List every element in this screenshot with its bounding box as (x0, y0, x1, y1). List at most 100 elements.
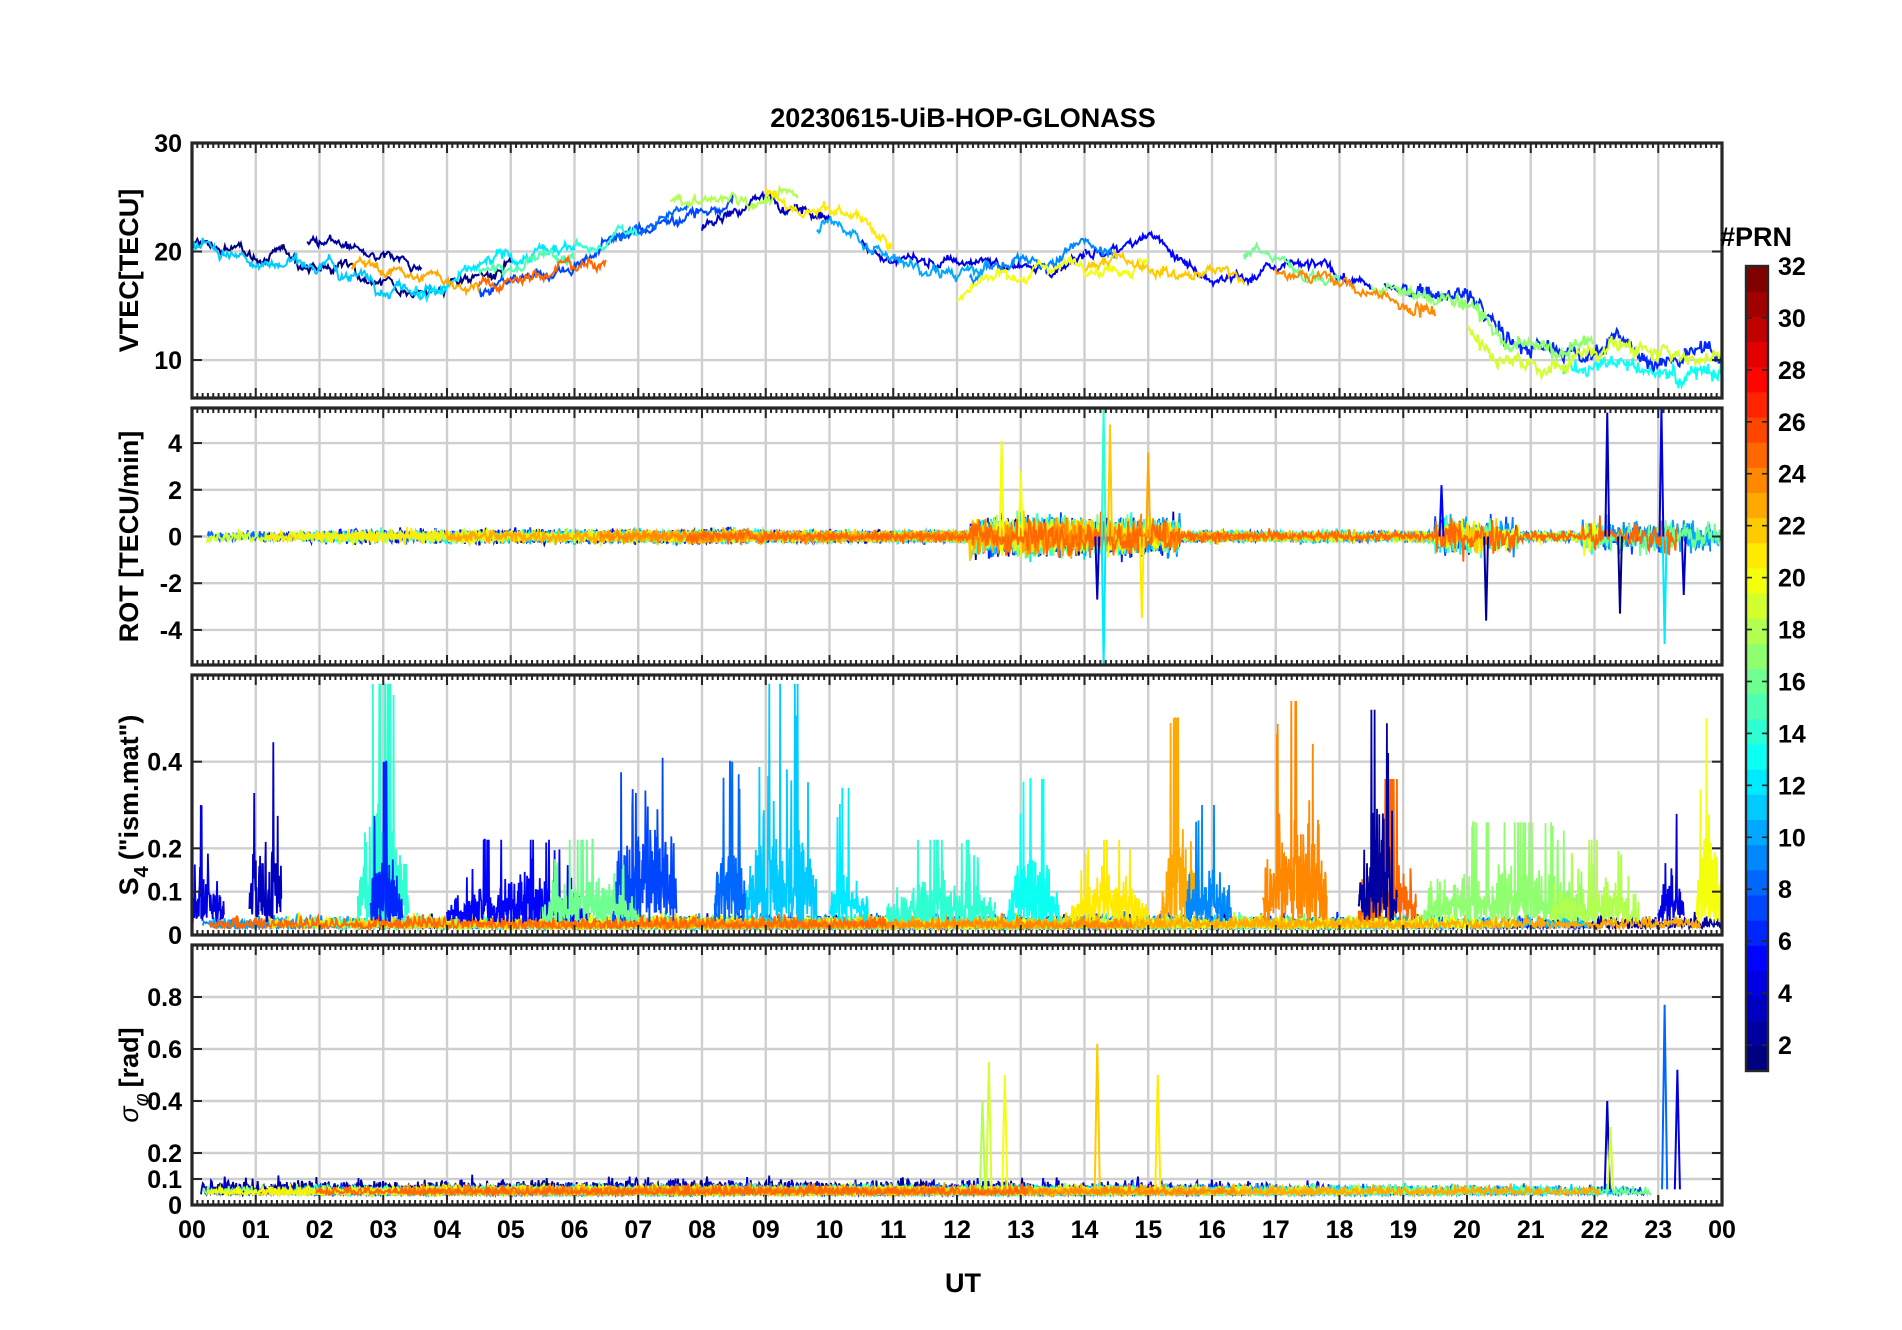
panel-s4: 0 0.1 0.2 0.4S4("ism.mat") (114, 673, 1724, 950)
s4-burst (369, 760, 404, 923)
series-line-prn-20 (956, 256, 1150, 302)
colorbar-segment (1746, 291, 1768, 317)
colorbar-frame (1744, 264, 1770, 1073)
y-tick-label: 0.1 (147, 879, 182, 907)
series-line-prn-14 (574, 223, 640, 256)
sigma-spike (1606, 1126, 1614, 1190)
y-tick-label: 0.4 (147, 1088, 182, 1116)
x-tick-label: 15 (1134, 1216, 1162, 1244)
rot-spike (1094, 536, 1101, 600)
colorbar-segment (1746, 693, 1768, 720)
s4-burst (248, 742, 283, 922)
s4-burst (1262, 700, 1328, 923)
colorbar-tick-label: 28 (1778, 357, 1806, 385)
colorbar-segment (1746, 794, 1768, 821)
rot-spike (1658, 408, 1665, 537)
colorbar-segment (1746, 869, 1768, 896)
colorbar-segment (1746, 416, 1768, 443)
colorbar-tick-label: 18 (1778, 617, 1806, 645)
y-tick-label: 0 (168, 524, 182, 552)
series-line-prn-25 (685, 511, 1679, 562)
s4-burst (828, 787, 869, 922)
series-group-sigma_phi (200, 1004, 1681, 1199)
x-tick-label: 23 (1644, 1216, 1672, 1244)
colorbar-segment (1746, 542, 1768, 569)
s4-burst (745, 683, 818, 923)
y-tick-label: -2 (160, 570, 182, 598)
series-line-prn-25 (477, 254, 607, 295)
colorbar-segment (1746, 266, 1768, 292)
colorbar-segment (1746, 442, 1768, 468)
colorbar-segment (1746, 1020, 1768, 1047)
s4-burst (1421, 821, 1596, 923)
grid-sigma_phi (192, 945, 1722, 1207)
series-line-prn-17 (1370, 282, 1596, 363)
y-tick-label: -4 (160, 617, 182, 645)
colorbar-segment (1746, 467, 1768, 494)
series-line-prn-22 (1084, 248, 1245, 285)
y-tick-label: 0.4 (147, 749, 182, 777)
colorbar-segment (1746, 995, 1768, 1022)
series-line-prn-19 (1466, 325, 1722, 382)
s4-burst (1185, 804, 1232, 923)
series-line-prn-25 (315, 1182, 1028, 1198)
x-tick-label: 12 (943, 1216, 971, 1244)
rot-spike (1017, 471, 1024, 537)
series-line-prn-11 (192, 237, 448, 301)
x-tick-label: 03 (369, 1216, 397, 1244)
rot-spike (998, 440, 1005, 537)
rot-spike (1145, 452, 1152, 537)
rot-spike (1138, 536, 1145, 619)
s4-burst (1007, 778, 1060, 923)
colorbar-tick-label: 12 (1778, 772, 1806, 800)
series-line-prn-15 (477, 246, 575, 279)
colorbar-tick-label: 16 (1778, 668, 1806, 696)
colorbar-segment (1746, 844, 1768, 871)
series-line-prn-12 (414, 238, 576, 304)
colorbar-segment (1746, 894, 1768, 921)
series-line-prn-7 (478, 191, 735, 298)
colorbar-segment (1746, 970, 1768, 997)
y-axis-label: VTEC[TECU] (114, 189, 144, 353)
x-tick-label: 07 (624, 1216, 652, 1244)
colorbar-tick-label: 6 (1778, 928, 1792, 956)
s4-burst (1357, 709, 1398, 922)
panel-rot: -4 -2 0 2 4 ROT [TECU/min] (114, 406, 1724, 667)
x-axis-label: UT (945, 1268, 981, 1298)
sigma-spike (1001, 1074, 1009, 1190)
sigma-spike (978, 1100, 987, 1190)
rot-spike (1617, 536, 1623, 614)
x-tick-label: 08 (688, 1216, 716, 1244)
series-line-prn-9 (968, 237, 1118, 287)
colorbar-segment (1746, 643, 1768, 670)
s4-burst (1070, 839, 1150, 923)
colorbar-tick-label: 8 (1778, 876, 1792, 904)
x-tick-label: 10 (816, 1216, 844, 1244)
colorbar-tick-label: 30 (1778, 305, 1806, 333)
x-tick-label: 19 (1389, 1216, 1417, 1244)
s4-burst (541, 838, 640, 924)
colorbar-segment (1746, 718, 1768, 745)
series-line-prn-16 (1242, 241, 1341, 286)
x-tick-label: 05 (497, 1216, 525, 1244)
colorbar-segment (1746, 920, 1768, 946)
sigma-spike (985, 1061, 993, 1190)
x-tick-label: 20 (1453, 1216, 1481, 1244)
x-tick-label: 06 (561, 1216, 589, 1244)
rot-spike (1483, 536, 1490, 621)
colorbar-segment (1746, 366, 1768, 393)
series-line-prn-10 (816, 215, 990, 283)
y-tick-label: 0.8 (147, 984, 182, 1012)
x-tick-label: 17 (1262, 1216, 1290, 1244)
rot-spike (1680, 536, 1687, 595)
x-tick-label: 18 (1326, 1216, 1354, 1244)
y-tick-label: 0.6 (147, 1036, 182, 1064)
s4-burst (713, 760, 748, 922)
colorbar-tick-label: 14 (1778, 720, 1806, 748)
colorbar-segment (1746, 1045, 1768, 1072)
x-tick-label: 21 (1517, 1216, 1545, 1244)
x-tick-label: 22 (1581, 1216, 1609, 1244)
y-tick-label: 0.2 (147, 1140, 182, 1168)
